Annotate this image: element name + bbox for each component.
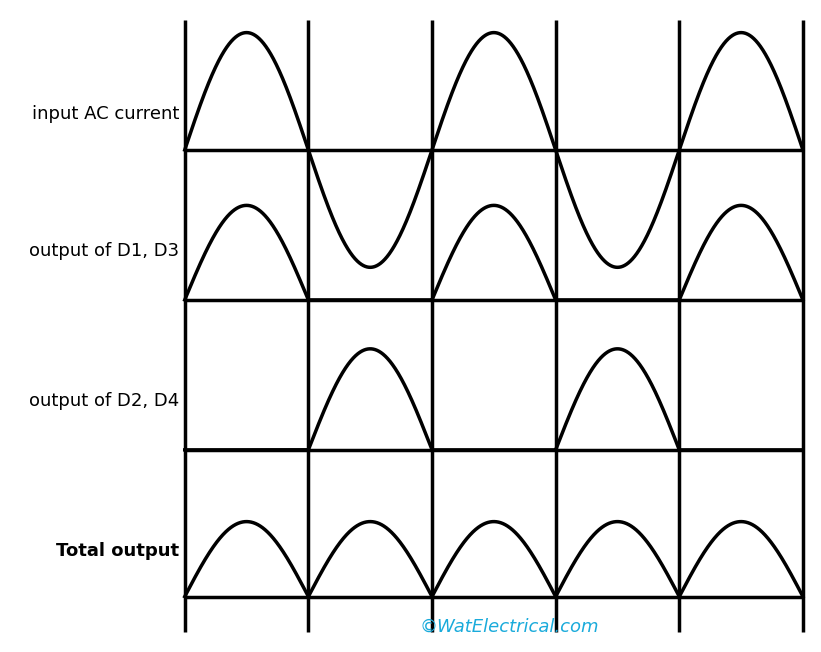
Text: Total output: Total output [56,542,179,560]
Text: input AC current: input AC current [31,105,179,123]
Text: ©WatElectrical.com: ©WatElectrical.com [420,617,599,636]
Text: output of D2, D4: output of D2, D4 [29,392,179,410]
Text: output of D1, D3: output of D1, D3 [29,242,179,260]
